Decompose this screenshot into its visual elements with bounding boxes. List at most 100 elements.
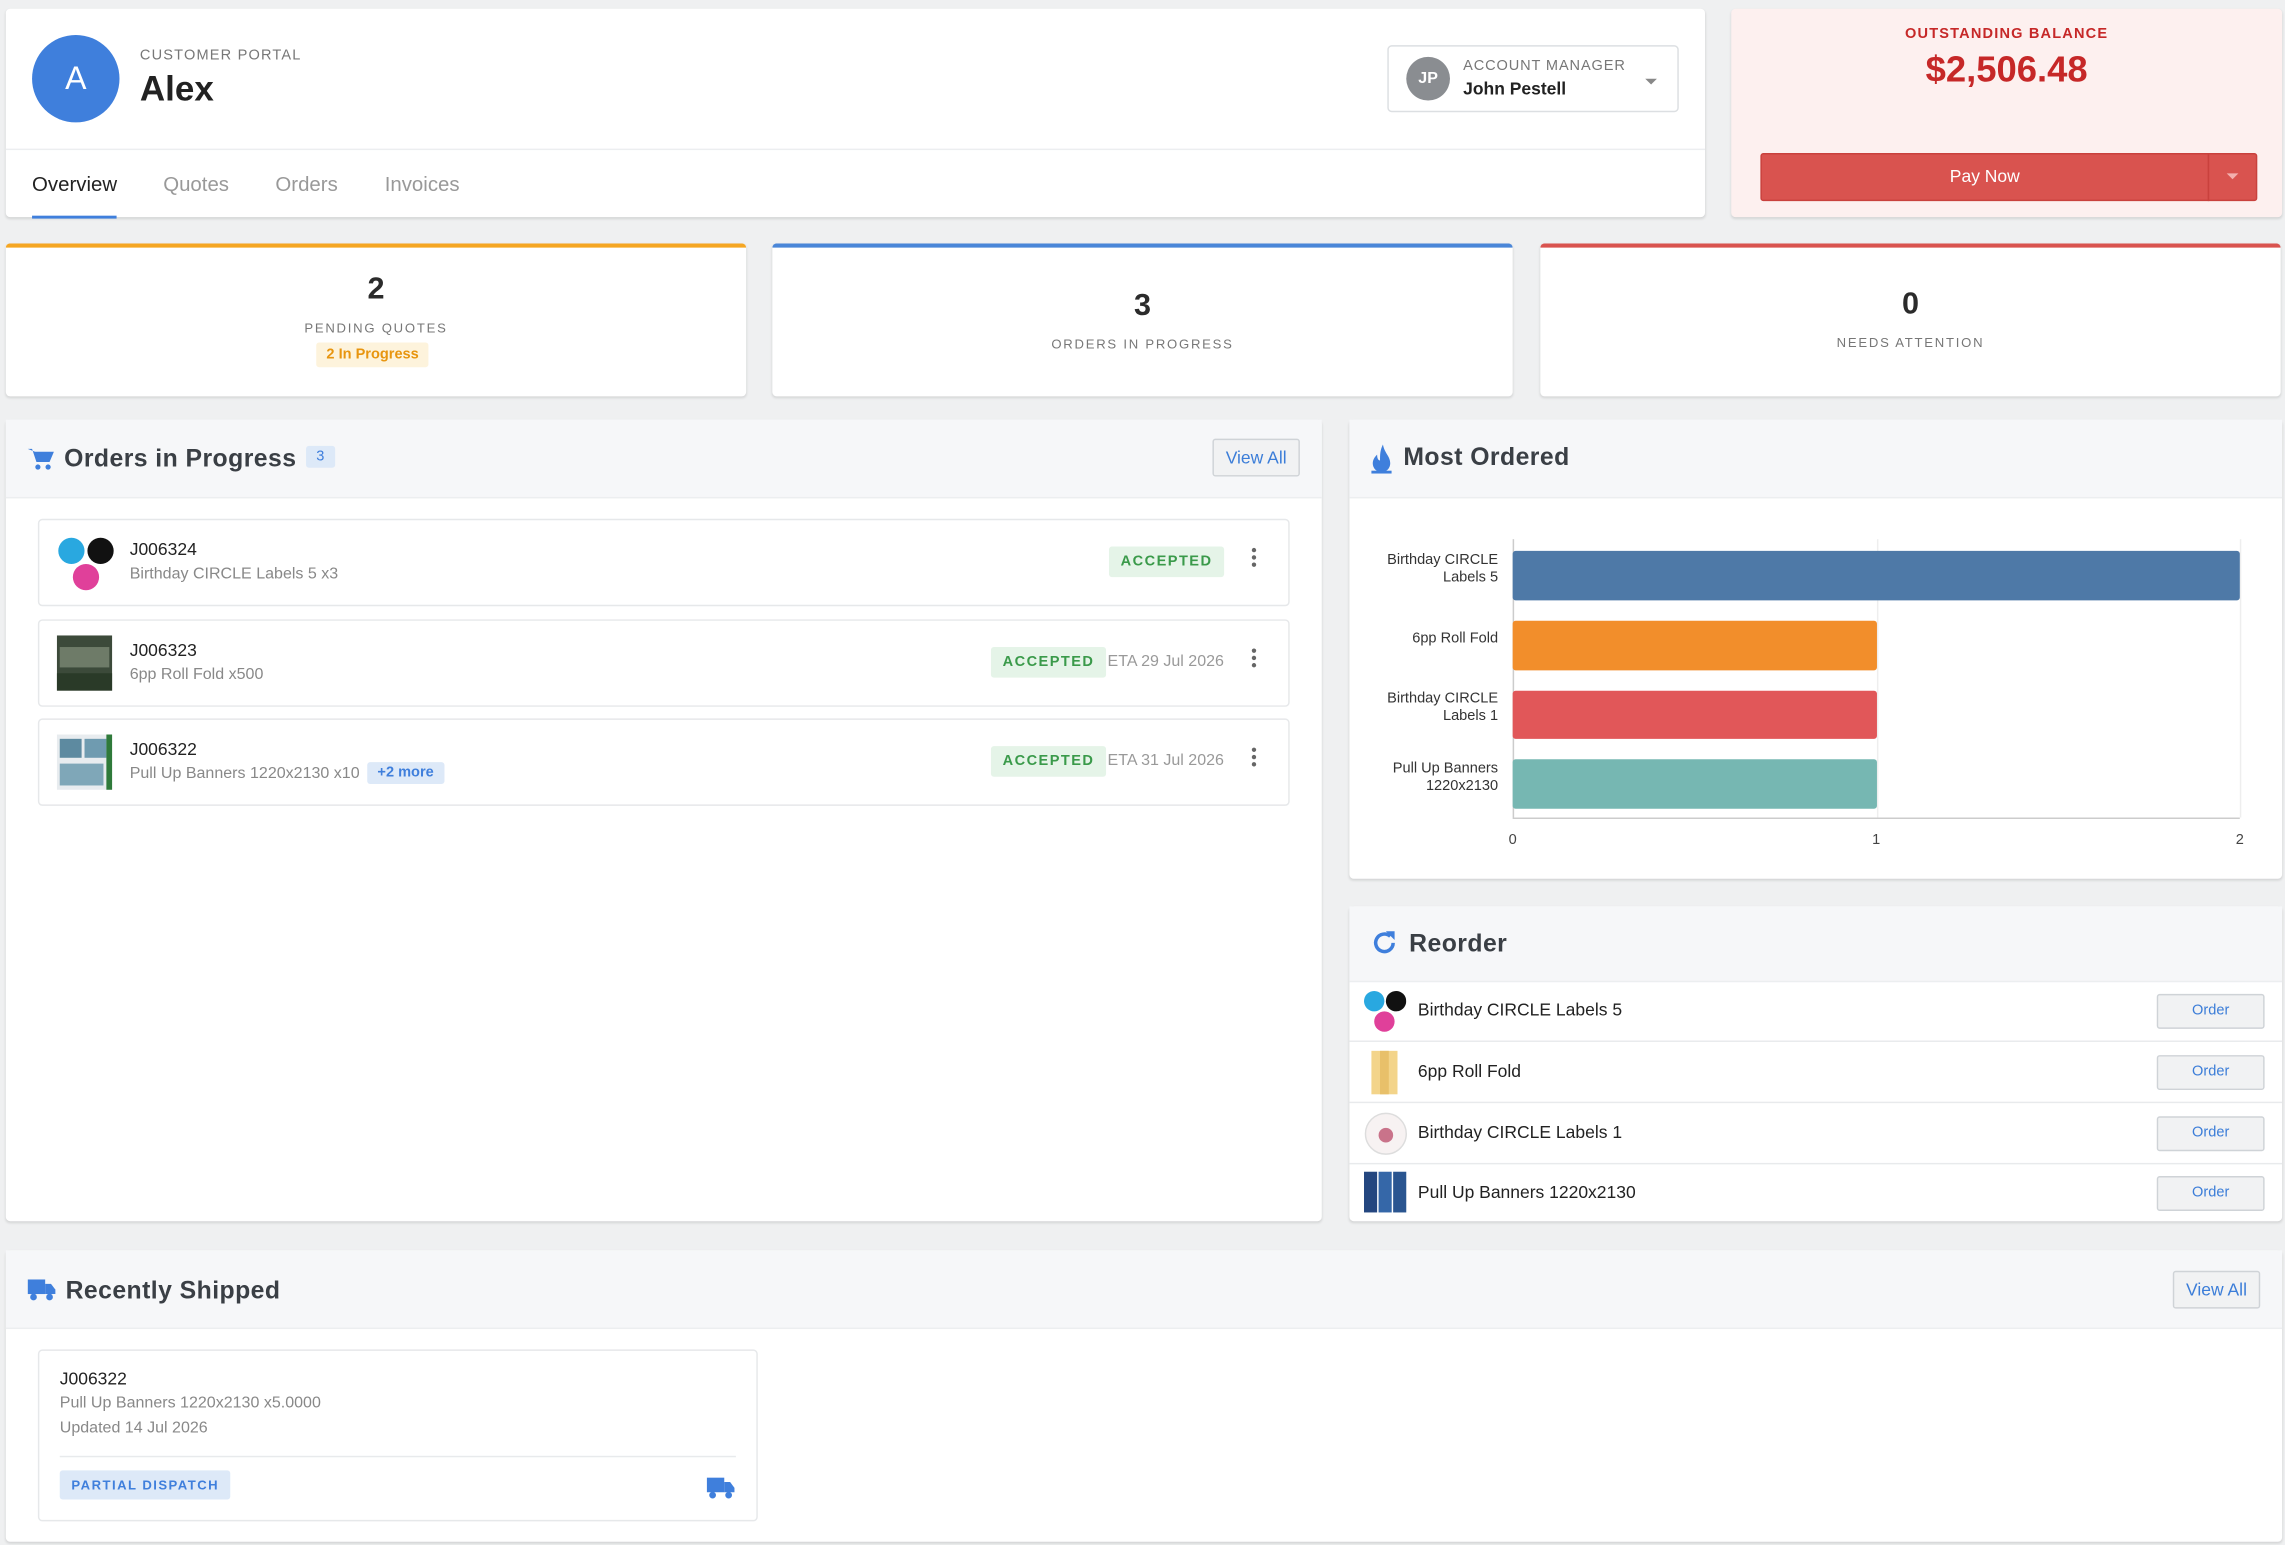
- panel-header: Recently Shipped View All: [5, 1250, 2283, 1330]
- stat-value: 3: [1133, 288, 1152, 323]
- x-tick-label: 1: [1872, 832, 1881, 849]
- updated-date: Updated 14 Jul 2026: [59, 1419, 208, 1437]
- category-label: Birthday CIRCLE Labels 5: [1387, 552, 1499, 586]
- axis-line: [1512, 817, 2240, 819]
- tab[interactable]: Quotes: [163, 171, 229, 196]
- category-label: Birthday CIRCLE Labels 1: [1387, 691, 1499, 725]
- tab[interactable]: Invoices: [384, 171, 460, 196]
- divider: [5, 148, 1706, 151]
- job-description: Pull Up Banners 1220x2130 x5.0000: [59, 1394, 321, 1413]
- dot: [1251, 648, 1257, 653]
- product-name: Birthday CIRCLE Labels 1: [1417, 1122, 1623, 1143]
- job-number: J006324: [129, 539, 197, 560]
- job-number: J006323: [129, 639, 197, 661]
- reorder-panel: Reorder Birthday CIRCLE Labels 5 Order 6…: [1349, 906, 2283, 1222]
- menu[interactable]: [1251, 747, 1257, 770]
- count-badge: 3: [306, 445, 335, 468]
- truck-icon: [706, 1477, 735, 1499]
- status-badge: PARTIAL DISPATCH: [59, 1470, 231, 1500]
- job-number: J006322: [129, 738, 197, 760]
- status-badge: ACCEPTED: [990, 647, 1107, 678]
- dot: [1251, 663, 1257, 668]
- panel-title: Most Ordered: [1403, 443, 1570, 471]
- order-button[interactable]: Order: [2156, 993, 2265, 1029]
- product-thumb: [58, 537, 114, 591]
- stat-card: 2 PENDING QUOTES 2 In Progress: [5, 243, 747, 397]
- eta: ETA 31 Jul 2026: [1107, 751, 1224, 770]
- job-description: Pull Up Banners 1220x2130 x10: [129, 765, 360, 783]
- x-tick-label: 0: [1508, 832, 1517, 849]
- pay-dropdown[interactable]: [2207, 153, 2258, 202]
- fire-icon: [1371, 444, 1392, 474]
- manager-label: ACCOUNT MANAGER: [1463, 58, 1626, 75]
- eta: ETA 29 Jul 2026: [1107, 652, 1224, 671]
- shipped-panel: Recently Shipped View All J006322 Pull U…: [5, 1250, 2283, 1542]
- reorder-row: Birthday CIRCLE Labels 5 Order: [1349, 981, 2283, 1042]
- caret: [1645, 78, 1657, 91]
- balance-card: OUTSTANDING BALANCE $2,506.48 Pay Now: [1731, 8, 2283, 218]
- order-button[interactable]: Order: [2156, 1055, 2265, 1091]
- more-badge: +2 more: [367, 762, 444, 785]
- customer-name: Alex: [139, 69, 214, 110]
- manager-initials: JP: [1406, 56, 1450, 101]
- job-number: J006322: [59, 1368, 127, 1389]
- pay-now-button[interactable]: Pay Now: [1760, 153, 2210, 202]
- bar: [1512, 759, 1877, 809]
- reorder-row: Birthday CIRCLE Labels 1 Order: [1349, 1103, 2283, 1165]
- category-label: 6pp Roll Fold: [1412, 630, 1499, 647]
- status-badge: ACCEPTED: [1108, 546, 1225, 578]
- cart-icon: [27, 448, 54, 470]
- truck-icon: [27, 1279, 56, 1301]
- orders-panel: Orders in Progress 3 View All J006324 Bi…: [5, 419, 1322, 1222]
- panel-title: Recently Shipped: [65, 1276, 281, 1305]
- order-button[interactable]: Order: [2156, 1116, 2265, 1152]
- stat-value: 0: [1901, 287, 1919, 321]
- portal-label: CUSTOMER PORTAL: [139, 48, 302, 65]
- category-label: Pull Up Banners 1220x2130: [1392, 760, 1499, 795]
- tab[interactable]: Orders: [275, 171, 338, 196]
- grid-line: [1876, 539, 1878, 818]
- order-button[interactable]: Order: [2156, 1176, 2265, 1211]
- product-thumb: [1364, 990, 1407, 1032]
- refresh-icon: [1373, 931, 1395, 954]
- dot: [1251, 555, 1257, 560]
- account-manager[interactable]: JP ACCOUNT MANAGER John Pestell: [1387, 45, 1679, 113]
- view-all-button[interactable]: View All: [2172, 1270, 2261, 1309]
- product-thumb: [56, 734, 113, 790]
- stat-badge: 2 In Progress: [316, 342, 429, 368]
- panel-header: Most Ordered: [1349, 419, 2283, 499]
- header-card: A CUSTOMER PORTAL Alex JP ACCOUNT MANAGE…: [5, 8, 1706, 219]
- dot: [1251, 747, 1257, 752]
- order-item: J006322 Pull Up Banners 1220x2130 x10 +2…: [37, 718, 1290, 806]
- menu[interactable]: [1251, 648, 1257, 670]
- order-item: J006324 Birthday CIRCLE Labels 5 x3 ACCE…: [37, 518, 1290, 607]
- view-all-button[interactable]: View All: [1212, 438, 1300, 477]
- status-badge: ACCEPTED: [990, 746, 1107, 777]
- order-item: J006323 6pp Roll Fold x500 ACCEPTED ETA …: [37, 619, 1290, 707]
- dot: [1251, 547, 1257, 553]
- tab[interactable]: Overview: [32, 172, 118, 219]
- x-tick-label: 2: [2235, 832, 2244, 849]
- product-thumb: [1364, 1171, 1407, 1213]
- panel-title: Orders in Progress: [64, 444, 297, 473]
- stat-label: ORDERS IN PROGRESS: [1051, 336, 1234, 352]
- shipment-card: J006322 Pull Up Banners 1220x2130 x5.000…: [37, 1349, 758, 1522]
- product-thumb: [56, 635, 113, 691]
- panel-header: Orders in Progress 3 View All: [5, 419, 1322, 499]
- bar: [1512, 690, 1877, 740]
- divider: [59, 1455, 736, 1458]
- dot: [1251, 762, 1257, 767]
- job-description: Birthday CIRCLE Labels 5 x3: [129, 565, 339, 583]
- job-description: 6pp Roll Fold x500: [129, 665, 264, 684]
- panel-title: Reorder: [1409, 929, 1508, 958]
- manager-name: John Pestell: [1463, 78, 1567, 100]
- dot: [1251, 562, 1257, 567]
- grid-line: [2239, 539, 2242, 818]
- stat-label: NEEDS ATTENTION: [1836, 335, 1985, 350]
- product-thumb: [1364, 1112, 1407, 1155]
- bar: [1512, 620, 1877, 670]
- dot: [1251, 754, 1257, 760]
- menu[interactable]: [1251, 547, 1257, 570]
